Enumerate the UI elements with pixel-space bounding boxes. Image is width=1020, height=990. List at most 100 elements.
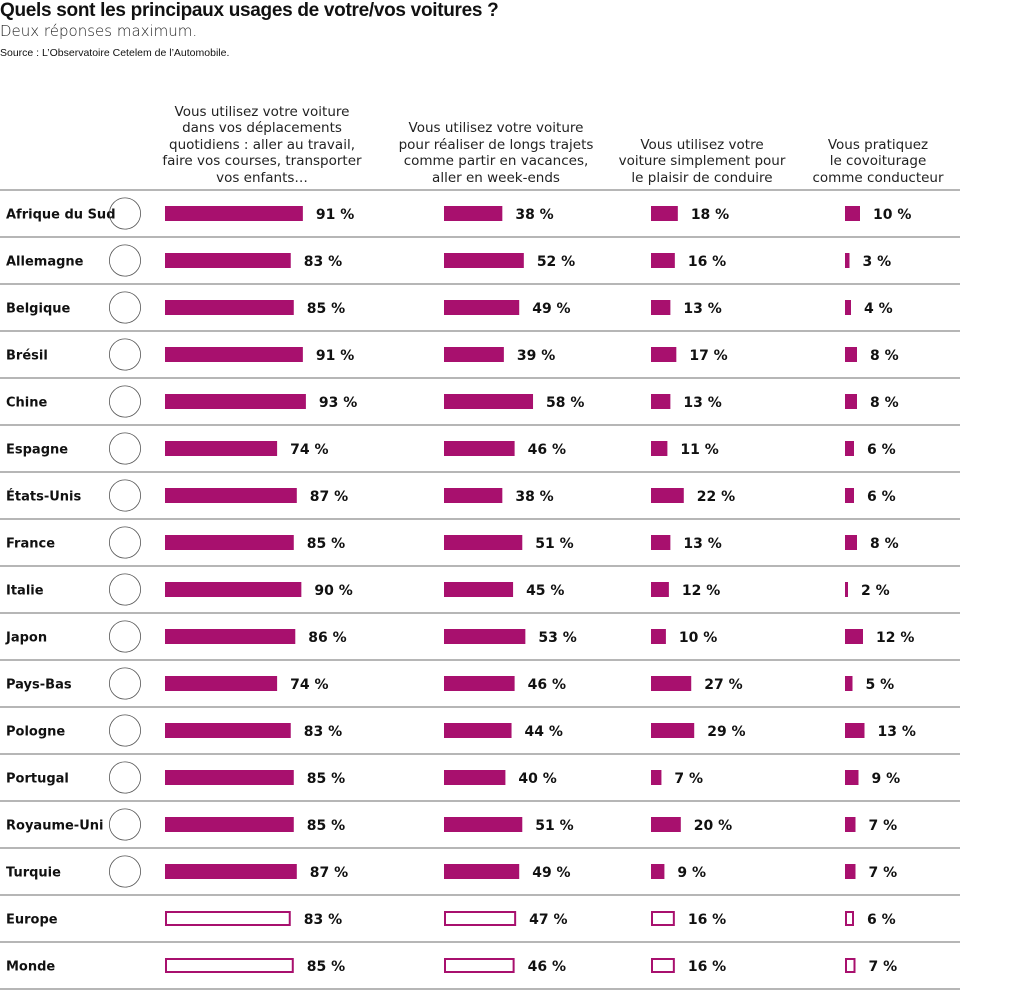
value-label: 10 % <box>873 207 911 223</box>
table-row: États-Unis 87 % 38 % 22 % 6 % <box>0 479 960 520</box>
bar <box>845 864 856 879</box>
row-label: Turquie <box>6 866 61 881</box>
bar <box>444 864 520 879</box>
value-label: 7 % <box>869 959 898 975</box>
south-africa-flag-icon <box>109 197 142 230</box>
bar <box>651 253 675 268</box>
value-label: 38 % <box>515 207 553 223</box>
row-label: Afrique du Sud <box>6 208 116 223</box>
value-label: 8 % <box>870 395 899 411</box>
value-label: 8 % <box>870 348 899 364</box>
bar <box>444 300 520 315</box>
bar <box>165 864 297 879</box>
bar <box>651 488 684 503</box>
value-label: 7 % <box>674 771 703 787</box>
bar <box>165 206 303 221</box>
column-header-1: Vous utilisez votre voiture dans vos dépl… <box>147 104 377 187</box>
table-row: Chine 93 % 58 % 13 % 8 % <box>0 385 960 426</box>
bar <box>444 206 503 221</box>
table-row: Brésil 91 % 39 % 17 % 8 % <box>0 338 960 379</box>
value-label: 13 % <box>683 301 721 317</box>
table-row: Italie 90 % 45 % 12 % 2 % <box>0 573 960 614</box>
row-label: France <box>6 537 55 552</box>
value-label: 5 % <box>866 677 895 693</box>
value-label: 85 % <box>307 536 345 552</box>
row-label: Allemagne <box>6 255 84 270</box>
bar <box>845 723 865 738</box>
value-label: 4 % <box>864 301 893 317</box>
uk-flag-icon <box>109 808 142 841</box>
value-label: 51 % <box>535 818 573 834</box>
spain-flag-icon <box>109 432 142 465</box>
bar <box>845 676 853 691</box>
poland-flag-icon <box>109 714 142 747</box>
bar <box>165 723 291 738</box>
bar <box>165 441 278 456</box>
column-header-line: Vous utilisez votre <box>640 136 764 153</box>
row-label: Monde <box>6 960 55 975</box>
column-header-line: aller en week-ends <box>432 169 560 186</box>
value-label: 12 % <box>876 630 914 646</box>
bar <box>165 958 294 973</box>
bar <box>845 817 856 832</box>
value-label: 12 % <box>682 583 720 599</box>
value-label: 11 % <box>680 442 718 458</box>
row-label: Pologne <box>6 725 65 740</box>
value-label: 39 % <box>517 348 555 364</box>
value-label: 17 % <box>689 348 727 364</box>
bar <box>845 958 856 973</box>
value-label: 49 % <box>532 301 570 317</box>
france-flag-icon <box>109 526 142 559</box>
value-label: 8 % <box>870 536 899 552</box>
bar <box>444 629 526 644</box>
table-row: Afrique du Sud 91 % 38 % 18 % 10 % <box>0 197 960 238</box>
value-label: 90 % <box>314 583 352 599</box>
value-label: 91 % <box>316 348 354 364</box>
column-header-line: voiture simplement pour <box>618 153 786 169</box>
table-row: Monde 85 % 46 % 16 % 7 % <box>0 958 960 990</box>
column-header-2: Vous utilisez votre voiture pour réaliser… <box>386 120 606 186</box>
row-label: Portugal <box>6 772 69 787</box>
bar <box>845 535 857 550</box>
value-label: 9 % <box>677 865 706 881</box>
table-row: Pays-Bas 74 % 46 % 27 % 5 % <box>0 667 960 708</box>
bar <box>444 817 523 832</box>
value-label: 74 % <box>290 677 328 693</box>
value-label: 22 % <box>697 489 735 505</box>
bar <box>444 958 515 973</box>
value-label: 13 % <box>683 395 721 411</box>
bar <box>845 488 854 503</box>
bar <box>165 488 297 503</box>
row-label: Italie <box>6 584 44 599</box>
bar <box>651 958 675 973</box>
bar <box>165 676 278 691</box>
table-row: Royaume-Uni 85 % 51 % 20 % 7 % <box>0 808 960 849</box>
japan-flag-icon <box>109 620 142 653</box>
value-label: 2 % <box>861 583 890 599</box>
value-label: 16 % <box>688 254 726 270</box>
table-row: Turquie 87 % 49 % 9 % 7 % <box>0 855 960 896</box>
column-header-line: dans vos déplacements <box>182 120 342 136</box>
value-label: 47 % <box>529 912 567 928</box>
value-label: 87 % <box>310 489 348 505</box>
bar <box>651 347 677 362</box>
value-label: 49 % <box>532 865 570 881</box>
value-label: 10 % <box>679 630 717 646</box>
bar <box>845 770 859 785</box>
value-label: 83 % <box>304 724 342 740</box>
value-label: 51 % <box>535 536 573 552</box>
italy-flag-icon <box>109 573 142 606</box>
bar <box>444 347 504 362</box>
value-label: 18 % <box>691 207 729 223</box>
bar <box>651 723 695 738</box>
bar <box>444 441 515 456</box>
bar <box>651 629 666 644</box>
bar <box>444 582 514 597</box>
bar <box>845 347 857 362</box>
brazil-flag-icon <box>109 338 142 371</box>
bar <box>845 582 848 597</box>
table-row: Europe 83 % 47 % 16 % 6 % <box>0 911 960 943</box>
table-row: Allemagne 83 % 52 % 16 % 3 % <box>0 244 960 285</box>
row-label: Pays-Bas <box>6 678 72 693</box>
table-row: Japon 86 % 53 % 10 % 12 % <box>0 620 960 661</box>
